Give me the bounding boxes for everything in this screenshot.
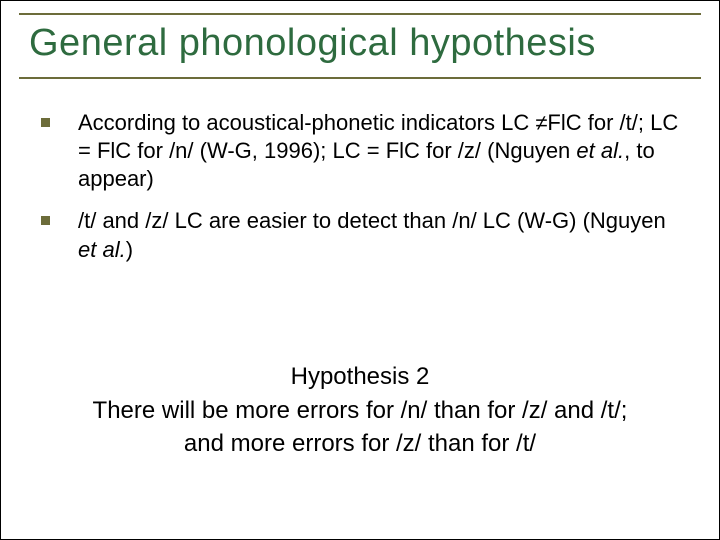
bullet-pre: /t/ and /z/ LC are easier to detect than… (78, 208, 666, 233)
list-item: According to acoustical-phonetic indicat… (41, 109, 679, 193)
hypothesis-line: There will be more errors for /n/ than f… (41, 395, 679, 427)
bullet-post: ) (126, 237, 133, 262)
slide: General phonological hypothesis Accordin… (0, 0, 720, 540)
hypothesis-block: Hypothesis 2 There will be more errors f… (41, 361, 679, 460)
bullet-italic: et al. (78, 237, 126, 262)
hypothesis-line: and more errors for /z/ than for /t/ (41, 428, 679, 460)
list-item: /t/ and /z/ LC are easier to detect than… (41, 207, 679, 263)
hypothesis-label: Hypothesis 2 (41, 361, 679, 393)
title-rule-bottom (19, 77, 701, 79)
title-rule-top (19, 13, 701, 15)
square-bullet-icon (41, 118, 50, 127)
body-block: According to acoustical-phonetic indicat… (41, 109, 679, 278)
bullet-text: According to acoustical-phonetic indicat… (78, 109, 679, 193)
slide-title: General phonological hypothesis (19, 17, 701, 75)
square-bullet-icon (41, 216, 50, 225)
bullet-text: /t/ and /z/ LC are easier to detect than… (78, 207, 679, 263)
bullet-italic: et al. (576, 138, 624, 163)
title-block: General phonological hypothesis (19, 13, 701, 79)
